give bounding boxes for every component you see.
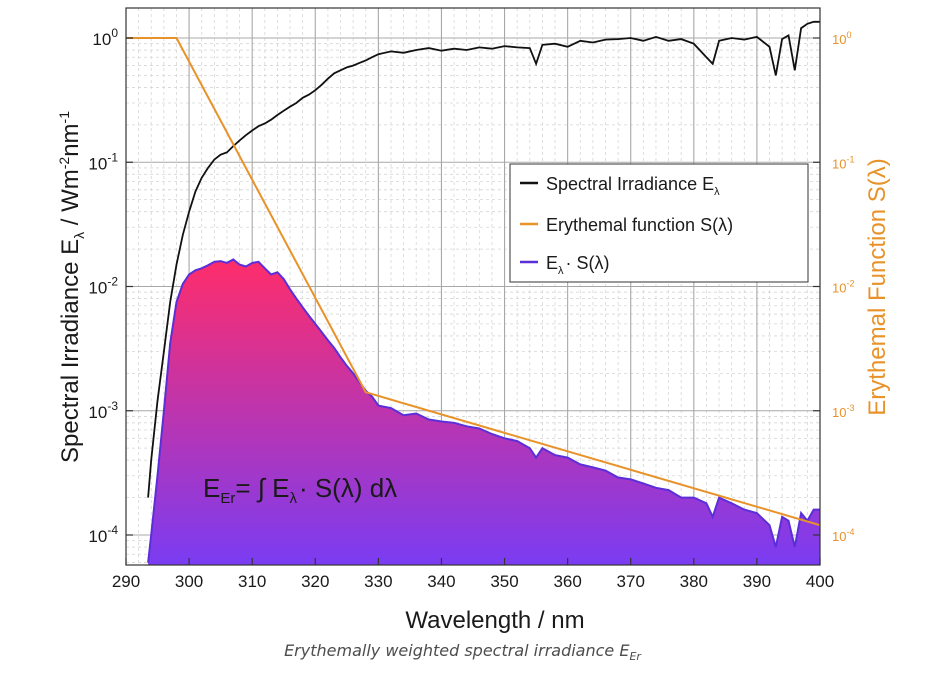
x-tick-label: 400 — [806, 572, 834, 591]
erythemal-function-line — [126, 37, 820, 527]
x-tick-label: 380 — [680, 572, 708, 591]
y-left-title-sup1: -2 — [56, 157, 72, 170]
y-right-axis-title: Erythemal Function S(λ) — [864, 158, 891, 415]
x-tick-label: 300 — [175, 572, 203, 591]
y-left-tick-mantissa: 10 — [92, 30, 111, 49]
weighted-irradiance-line — [147, 258, 820, 563]
y-left-title-prefix: Spectral Irradiance E — [57, 239, 84, 463]
legend-weighted-main: E — [546, 253, 558, 273]
legend-label-erythemal: Erythemal function S(λ) — [546, 215, 733, 235]
legend-box — [509, 163, 809, 283]
y-right-tick-label: 10-3 — [832, 403, 854, 420]
y-left-title-mid: / Wm — [57, 169, 84, 232]
weighted-irradiance-area — [148, 259, 820, 565]
x-axis-ticks: 290 300 310 320 330 340 350 360 370 380 390 400 — [112, 558, 834, 591]
chart: 290 300 310 320 330 340 350 360 370 380 390 400 100… — [56, 7, 891, 634]
y-right-tick-mantissa: 10 — [832, 529, 846, 544]
y-left-axis-title: Spectral Irradiance Eλ / Wm-2nm-1 — [56, 111, 87, 463]
y-left-tick-exponent: -3 — [107, 399, 118, 413]
y-left-tick-mantissa: 10 — [88, 527, 107, 546]
y-left-tick-mantissa: 10 — [88, 279, 107, 298]
y-left-tick-exponent: 0 — [111, 26, 118, 40]
formula-sub: Er — [220, 490, 235, 507]
y-right-tick-mantissa: 10 — [832, 156, 846, 171]
y-left-tick-label: 10-2 — [88, 275, 118, 298]
legend: Spectral Irradiance Eλ Erythemal functio… — [509, 163, 809, 283]
legend-weighted-sub: λ — [558, 265, 564, 277]
x-tick-label: 330 — [364, 572, 392, 591]
y-left-tick-exponent: -2 — [107, 275, 118, 289]
legend-irradiance-sub: λ — [714, 186, 720, 198]
y-left-title-sub: λ — [71, 232, 87, 239]
y-left-tick-label: 100 — [92, 26, 118, 49]
x-tick-label: 320 — [301, 572, 329, 591]
x-tick-label: 310 — [238, 572, 266, 591]
formula-rest: = ∫ E — [235, 473, 289, 503]
y-right-tick-label: 10-2 — [832, 279, 854, 296]
y-right-tick-mantissa: 10 — [832, 405, 846, 420]
legend-irradiance-main: Spectral Irradiance E — [546, 174, 714, 194]
y-right-tick-label: 10-4 — [832, 527, 854, 544]
x-tick-label: 340 — [427, 572, 455, 591]
x-tick-label: 290 — [112, 572, 140, 591]
x-axis-title: Wavelength / nm — [405, 607, 584, 634]
integral-formula: EEr= ∫ Eλ· S(λ) dλ — [203, 473, 397, 507]
y-right-tick-mantissa: 10 — [832, 32, 846, 47]
y-left-tick-mantissa: 10 — [88, 403, 107, 422]
y-right-tick-exponent: -2 — [846, 279, 854, 289]
y-left-tick-label: 10-3 — [88, 399, 118, 422]
formula-main: E — [203, 473, 220, 503]
y-left-tick-label: 10-1 — [88, 150, 118, 173]
x-tick-label: 350 — [490, 572, 518, 591]
y-left-title-sup2: -1 — [56, 111, 72, 124]
spectral-irradiance-line — [147, 20, 820, 498]
y-right-tick-exponent: 0 — [846, 30, 851, 40]
y-right-tick-label: 100 — [832, 30, 851, 47]
y-right-tick-exponent: -1 — [846, 154, 854, 164]
y-right-tick-mantissa: 10 — [832, 281, 846, 296]
y-right-tick-label: 10-1 — [832, 154, 854, 171]
legend-weighted-rest: · S(λ) — [566, 253, 610, 273]
caption-sub: Er — [629, 650, 641, 663]
y-left-title-mid2: nm — [57, 123, 84, 156]
y-left-tick-label: 10-4 — [88, 523, 118, 546]
legend-label-weighted: Eλ · S(λ) — [546, 253, 610, 277]
figure-caption: Erythemally weighted spectral irradiance… — [0, 641, 925, 663]
y-left-tick-mantissa: 10 — [88, 154, 107, 173]
caption-main: Erythemally weighted spectral irradiance… — [284, 641, 630, 660]
y-left-tick-exponent: -1 — [107, 150, 118, 164]
formula-rest2: · S(λ) dλ — [299, 473, 397, 503]
legend-label-irradiance: Spectral Irradiance Eλ — [546, 174, 720, 198]
x-tick-label: 370 — [617, 572, 645, 591]
y-right-tick-exponent: -3 — [846, 403, 854, 413]
y-left-tick-exponent: -4 — [107, 523, 118, 537]
x-tick-label: 360 — [553, 572, 581, 591]
formula-sub2: λ — [289, 490, 297, 507]
x-tick-label: 390 — [743, 572, 771, 591]
y-right-tick-exponent: -4 — [846, 527, 854, 537]
